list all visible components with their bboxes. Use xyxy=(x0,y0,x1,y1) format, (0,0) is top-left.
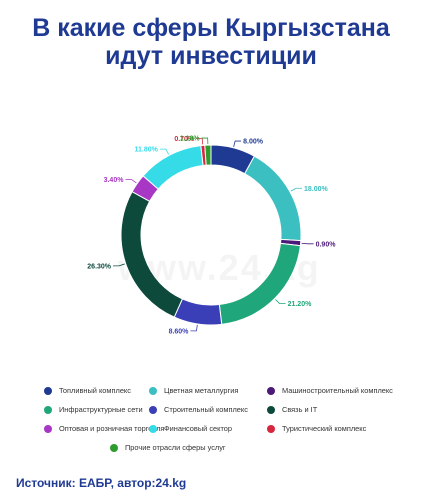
chart-title-line-2: идут инвестиции xyxy=(105,42,317,70)
data-label-5: 8.60% xyxy=(169,328,190,335)
data-label-6: 26.30% xyxy=(87,263,112,270)
data-label-1: 8.00% xyxy=(243,139,264,146)
legend-label: Инфраструктурные сети xyxy=(59,405,143,414)
legend-dot-icon xyxy=(267,386,275,395)
leader-line-4 xyxy=(275,299,286,304)
leader-line-6 xyxy=(113,263,125,267)
slice-5 xyxy=(173,298,223,326)
legend-item-8: Финансовый сектор xyxy=(149,424,267,433)
data-label-4: 21.20% xyxy=(288,301,313,308)
legend-dot-icon xyxy=(149,386,157,395)
legend-label: Машиностроительный комплекс xyxy=(282,386,393,395)
leader-line-8 xyxy=(159,148,170,155)
legend-label: Финансовый сектор xyxy=(164,424,232,433)
legend-label: Туристический комплекс xyxy=(282,424,367,433)
data-label-10: 1.10% xyxy=(180,136,201,143)
legend-dot-icon xyxy=(149,424,157,433)
slice-4 xyxy=(218,242,301,325)
legend-label: Топливный комплекс xyxy=(59,386,131,395)
legend-dot-icon xyxy=(267,424,275,433)
source-note: Источник: ЕАБР, автор:24.kg xyxy=(16,476,187,490)
legend-label: Прочие отрасли сферы услуг xyxy=(125,443,226,452)
leader-line-1 xyxy=(233,140,242,147)
legend-item-10: Прочие отрасли сферы услуг xyxy=(110,443,404,452)
legend-dot-icon xyxy=(44,386,52,395)
data-label-8: 11.80% xyxy=(135,147,159,154)
chart-title-line-1: В какие сферы Кыргызстана xyxy=(32,14,390,42)
leader-line-10 xyxy=(201,137,209,145)
donut-chart: 8.00% 18.00% 0.90% 21.20% 8.60% 26.30% 3.40% 11… xyxy=(87,136,337,336)
legend-dot-icon xyxy=(44,424,52,433)
slice-2 xyxy=(244,155,302,242)
legend-dot-icon xyxy=(44,405,52,414)
legend-dot-icon xyxy=(110,443,118,452)
leader-line-3 xyxy=(301,242,314,245)
slice-10 xyxy=(204,144,212,166)
legend-label: Оптовая и розничная торговля xyxy=(59,424,165,433)
legend-dot-icon xyxy=(149,405,157,414)
data-label-2: 18.00% xyxy=(304,186,329,193)
legend-item-9: Туристический комплекс xyxy=(267,424,404,433)
legend-item-7: Оптовая и розничная торговля xyxy=(44,424,164,433)
legend-item-1: Топливный комплекс xyxy=(44,386,149,395)
leader-line-2 xyxy=(290,187,303,192)
legend-dot-icon xyxy=(267,405,275,414)
legend-label: Связь и IT xyxy=(282,405,318,414)
data-label-3: 0.90% xyxy=(316,241,337,248)
chart-title: В какие сферы Кыргызстана идут инвестици… xyxy=(0,14,422,70)
leader-line-7 xyxy=(125,179,137,184)
legend-item-3: Машиностроительный комплекс xyxy=(267,386,404,395)
legend-item-2: Цветная металлургия xyxy=(149,386,267,395)
legend-label: Цветная металлургия xyxy=(164,386,239,395)
data-label-9: 0.70% xyxy=(174,136,195,143)
legend-item-4: Инфраструктурные сети xyxy=(44,405,149,414)
legend-label: Строительный комплекс xyxy=(164,405,248,414)
chart-legend: Топливный комплекс Цветная металлургия Маш… xyxy=(44,386,404,452)
leader-line-5 xyxy=(190,324,198,332)
slice-6 xyxy=(120,190,184,318)
legend-item-5: Строительный комплекс xyxy=(149,405,267,414)
legend-item-6: Связь и IT xyxy=(267,405,404,414)
data-label-7: 3.40% xyxy=(104,177,125,184)
